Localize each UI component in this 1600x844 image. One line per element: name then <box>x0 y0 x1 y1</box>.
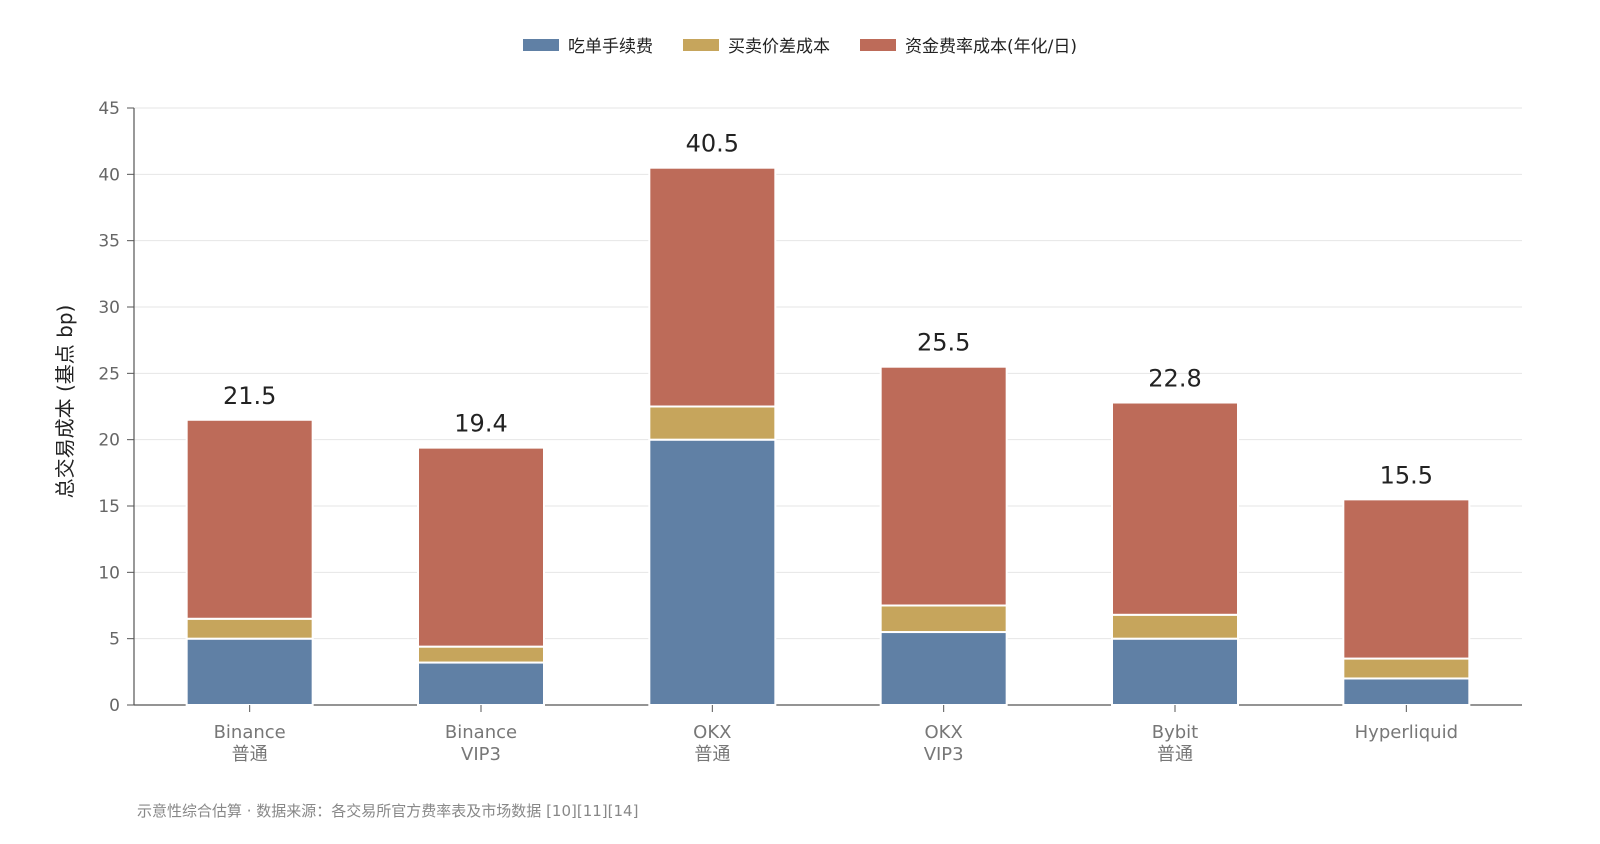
bar-segment-spread-cost <box>185 617 314 640</box>
bar-segment-funding-cost <box>1111 401 1239 616</box>
bar-total-label: 19.4 <box>454 410 507 438</box>
legend-item-funding-cost: 资金费率成本(年化/日) <box>860 32 1077 57</box>
bar-segment-taker-fee <box>1111 637 1239 707</box>
bar-total-label: 22.8 <box>1148 365 1201 393</box>
bar-segment-taker-fee <box>1342 677 1471 707</box>
y-tick-label: 15 <box>98 497 120 517</box>
y-tick-label: 20 <box>98 431 120 451</box>
x-tick-label: OKX <box>925 722 963 743</box>
x-tick-label: Binance <box>445 722 517 743</box>
y-tick-label: 5 <box>109 630 120 650</box>
bar-total-label: 40.5 <box>686 130 739 158</box>
y-tick-label: 0 <box>109 696 120 716</box>
bar-segment-funding-cost <box>648 166 777 408</box>
y-tick-label: 10 <box>98 563 120 583</box>
bar-segment-taker-fee <box>648 438 777 706</box>
x-tick-sublabel: 普通 <box>232 744 268 765</box>
legend-swatch-funding-cost <box>860 38 896 51</box>
legend-label-spread-cost: 买卖价差成本 <box>728 37 830 57</box>
bar-segment-spread-cost <box>417 645 545 664</box>
legend-label-taker-fee: 吃单手续费 <box>568 37 653 57</box>
x-tick-sublabel: VIP3 <box>924 744 964 765</box>
bar-segment-taker-fee <box>185 637 314 707</box>
x-tick-label: Binance <box>214 722 286 743</box>
x-tick-sublabel: 普通 <box>694 744 730 765</box>
legend-item-taker-fee: 吃单手续费 <box>523 32 653 57</box>
legend-label-funding-cost: 资金费率成本(年化/日) <box>905 37 1077 57</box>
y-axis-label: 总交易成本 (基点 bp) <box>53 305 77 499</box>
y-tick-label: 40 <box>98 165 120 185</box>
x-tick-sublabel: 普通 <box>1157 744 1193 765</box>
bar-segment-funding-cost <box>185 418 314 620</box>
bar-segment-taker-fee <box>879 631 1008 706</box>
y-tick-label: 45 <box>98 99 120 119</box>
x-tick-sublabel: VIP3 <box>461 744 501 765</box>
bar-segment-spread-cost <box>879 604 1008 634</box>
bar-total-label: 21.5 <box>223 382 276 410</box>
chart-legend: 吃单手续费 买卖价差成本 资金费率成本(年化/日) <box>0 32 1600 57</box>
bar-total-label: 15.5 <box>1380 461 1433 489</box>
bar-segment-spread-cost <box>648 405 777 441</box>
bar-segment-funding-cost <box>1342 498 1471 660</box>
bar-segment-funding-cost <box>417 446 545 648</box>
x-tick-label: Hyperliquid <box>1355 722 1458 743</box>
legend-swatch-taker-fee <box>523 38 559 51</box>
x-tick-label: OKX <box>693 722 731 743</box>
bar-segment-spread-cost <box>1111 613 1239 640</box>
bar-segment-funding-cost <box>879 365 1008 607</box>
y-tick-label: 35 <box>98 232 120 252</box>
bar-segment-taker-fee <box>417 661 545 707</box>
y-tick-label: 25 <box>98 364 120 384</box>
y-tick-label: 30 <box>98 298 120 318</box>
legend-swatch-spread-cost <box>683 38 719 51</box>
bar-total-label: 25.5 <box>917 329 970 357</box>
legend-item-spread-cost: 买卖价差成本 <box>683 32 830 57</box>
x-tick-label: Bybit <box>1152 722 1199 743</box>
bar-segment-spread-cost <box>1342 657 1471 680</box>
source-footnote: 示意性综合估算 · 数据来源：各交易所官方费率表及市场数据 [10][11][1… <box>137 802 639 820</box>
